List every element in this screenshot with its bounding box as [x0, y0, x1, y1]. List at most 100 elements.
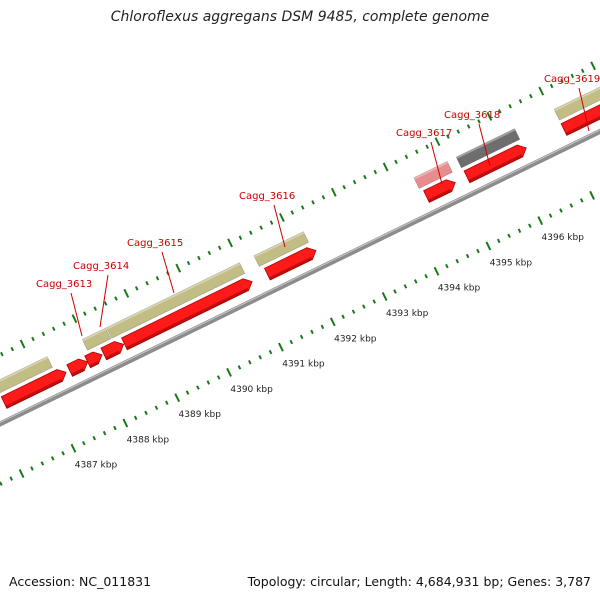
cds-arrow-cagg-3618 [463, 144, 527, 184]
cds-arrow-cagg-3616 [263, 247, 317, 281]
leader-line-cagg-3617 [430, 141, 443, 185]
lower-minor-tick [185, 390, 190, 395]
lower-major-tick [485, 241, 492, 251]
kbp-tick-labels: 4387 kbp 4388 kbp 4389 kbp 4390 kbp 4391 kbp… [75, 233, 584, 471]
upper-minor-tick [549, 83, 554, 89]
lower-minor-tick [144, 410, 148, 416]
lower-minor-tick [102, 430, 107, 436]
upper-minor-tick [570, 73, 575, 79]
upper-minor-tick [83, 311, 87, 316]
upper-minor-tick [197, 255, 201, 261]
gene-label-cagg-3613: Cagg_3613 [36, 279, 92, 290]
upper-minor-tick [415, 149, 419, 155]
gene-bar-highlight [0, 356, 49, 382]
upper-minor-tick [93, 306, 98, 311]
upper-major-tick [123, 288, 130, 298]
upper-minor-tick [134, 286, 139, 291]
lower-minor-tick [403, 284, 408, 289]
lower-minor-tick [528, 223, 532, 228]
lower-minor-tick [496, 238, 501, 244]
lower-major-tick [329, 317, 336, 327]
gene-label-cagg-3619: Cagg_3619 [544, 74, 600, 85]
tick-label-4389: 4389 kbp [179, 410, 222, 420]
tick-label-4388: 4388 kbp [127, 435, 170, 445]
lower-minor-tick [30, 466, 34, 471]
upper-minor-tick [580, 68, 585, 74]
lower-minor-tick [206, 380, 211, 385]
cds-arrow-cagg-3619-shadow [565, 115, 600, 136]
lower-minor-tick [569, 203, 574, 208]
lower-minor-tick [237, 365, 242, 370]
lower-tick-track [0, 190, 595, 486]
lower-minor-tick [61, 451, 65, 456]
lower-major-tick [278, 342, 284, 352]
upper-minor-tick [352, 179, 357, 185]
upper-minor-tick [103, 301, 108, 306]
upper-minor-tick [186, 260, 191, 266]
page-title: Chloroflexus aggregans DSM 9485, complet… [110, 9, 490, 25]
upper-major-tick [71, 314, 78, 324]
upper-minor-tick [466, 124, 471, 129]
lower-minor-tick [0, 481, 3, 486]
upper-minor-tick [560, 78, 564, 84]
cds-arrow-cagg-3613 [66, 358, 89, 377]
upper-tick-track [0, 61, 596, 357]
cds-arrow-cagg-3614a-shadow [89, 361, 99, 368]
upper-minor-tick [290, 210, 295, 215]
cds-arrow-cagg-3614b-shadow [105, 350, 121, 360]
lower-minor-tick [559, 208, 563, 213]
upper-minor-tick [529, 93, 533, 99]
upper-minor-tick [425, 144, 429, 149]
lower-minor-tick [393, 289, 397, 294]
lower-minor-tick [50, 456, 55, 461]
leader-line-cagg-3615 [161, 251, 175, 294]
upper-minor-tick [207, 250, 212, 256]
lower-minor-tick [92, 435, 96, 441]
lower-major-tick [174, 393, 181, 403]
upper-minor-tick [311, 200, 315, 205]
backbone-highlight [0, 129, 600, 424]
upper-major-tick [434, 137, 441, 147]
lower-major-tick [537, 216, 544, 226]
upper-minor-tick [518, 98, 523, 104]
upper-major-tick [227, 238, 233, 248]
upper-major-tick [486, 111, 493, 121]
lower-minor-tick [362, 304, 366, 309]
leader-line-cagg-3619 [578, 87, 590, 132]
upper-minor-tick [404, 154, 409, 160]
genome-backbone [0, 128, 600, 427]
lower-major-tick [226, 367, 232, 377]
lower-minor-tick [268, 349, 273, 355]
upper-major-tick [330, 187, 337, 197]
lower-minor-tick [413, 279, 418, 284]
feature-track [0, 86, 600, 409]
gene-bar-cagg-3614 [81, 327, 112, 351]
lower-minor-tick [216, 375, 221, 380]
upper-minor-tick [31, 336, 35, 342]
cds-arrow [0, 369, 67, 409]
cds-arrow-cagg-3613-shadow [71, 368, 85, 377]
upper-minor-tick [155, 276, 160, 281]
tick-label-4395: 4395 kbp [490, 258, 533, 268]
lower-minor-tick [40, 461, 45, 466]
cds-arrow-cagg-3615 [121, 278, 253, 351]
upper-minor-tick [217, 245, 222, 251]
cds-arrow-shadow [5, 378, 63, 409]
lower-minor-tick [445, 263, 449, 269]
upper-minor-tick [259, 225, 263, 230]
lower-minor-tick [165, 400, 169, 405]
upper-major-tick [538, 86, 545, 96]
gene-labels: Cagg_3613 Cagg_3614 Cagg_3615 Cagg_3616 Cagg… [36, 74, 600, 290]
gene-bar-cagg-3619 [553, 86, 600, 121]
gene-bar-cagg-3614-highlight [82, 328, 107, 342]
leader-line-cagg-3616 [273, 204, 286, 248]
gene-label-cagg-3618: Cagg_3618 [444, 110, 500, 121]
lower-minor-tick [455, 258, 460, 264]
lower-minor-tick [579, 198, 584, 203]
lower-minor-tick [341, 314, 345, 319]
lower-major-tick [381, 292, 388, 302]
gene-label-cagg-3614: Cagg_3614 [73, 261, 129, 272]
gene-bar-cagg-3617 [413, 160, 453, 189]
cds-arrow-cagg-3618-shadow [468, 154, 523, 183]
